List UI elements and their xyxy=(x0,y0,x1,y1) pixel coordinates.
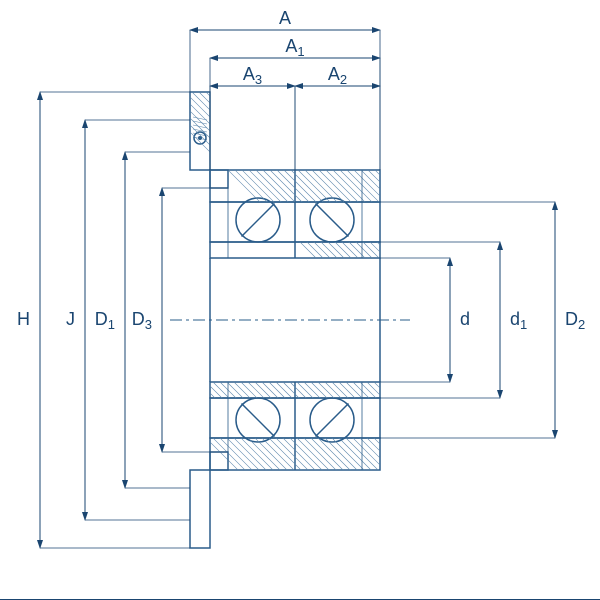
dim-label: J xyxy=(66,309,75,329)
dim-label: D3 xyxy=(132,309,152,332)
flange xyxy=(190,92,210,170)
dim-label: D2 xyxy=(565,309,585,332)
dim-label: d xyxy=(460,309,470,329)
dim-label: H xyxy=(17,309,30,329)
dim-label: d1 xyxy=(510,309,527,332)
dim-label: D1 xyxy=(95,309,115,332)
dim-label: A xyxy=(279,8,291,28)
flange xyxy=(190,470,210,548)
dim-label: A3 xyxy=(243,64,262,87)
dim-label: A1 xyxy=(285,36,304,59)
bearing-section-diagram: A A1 A2 A3 H J D1 D3 d d1 D2 xyxy=(0,0,600,600)
hatching xyxy=(150,382,582,548)
dim-label: A2 xyxy=(328,64,347,87)
hatching xyxy=(150,92,582,258)
